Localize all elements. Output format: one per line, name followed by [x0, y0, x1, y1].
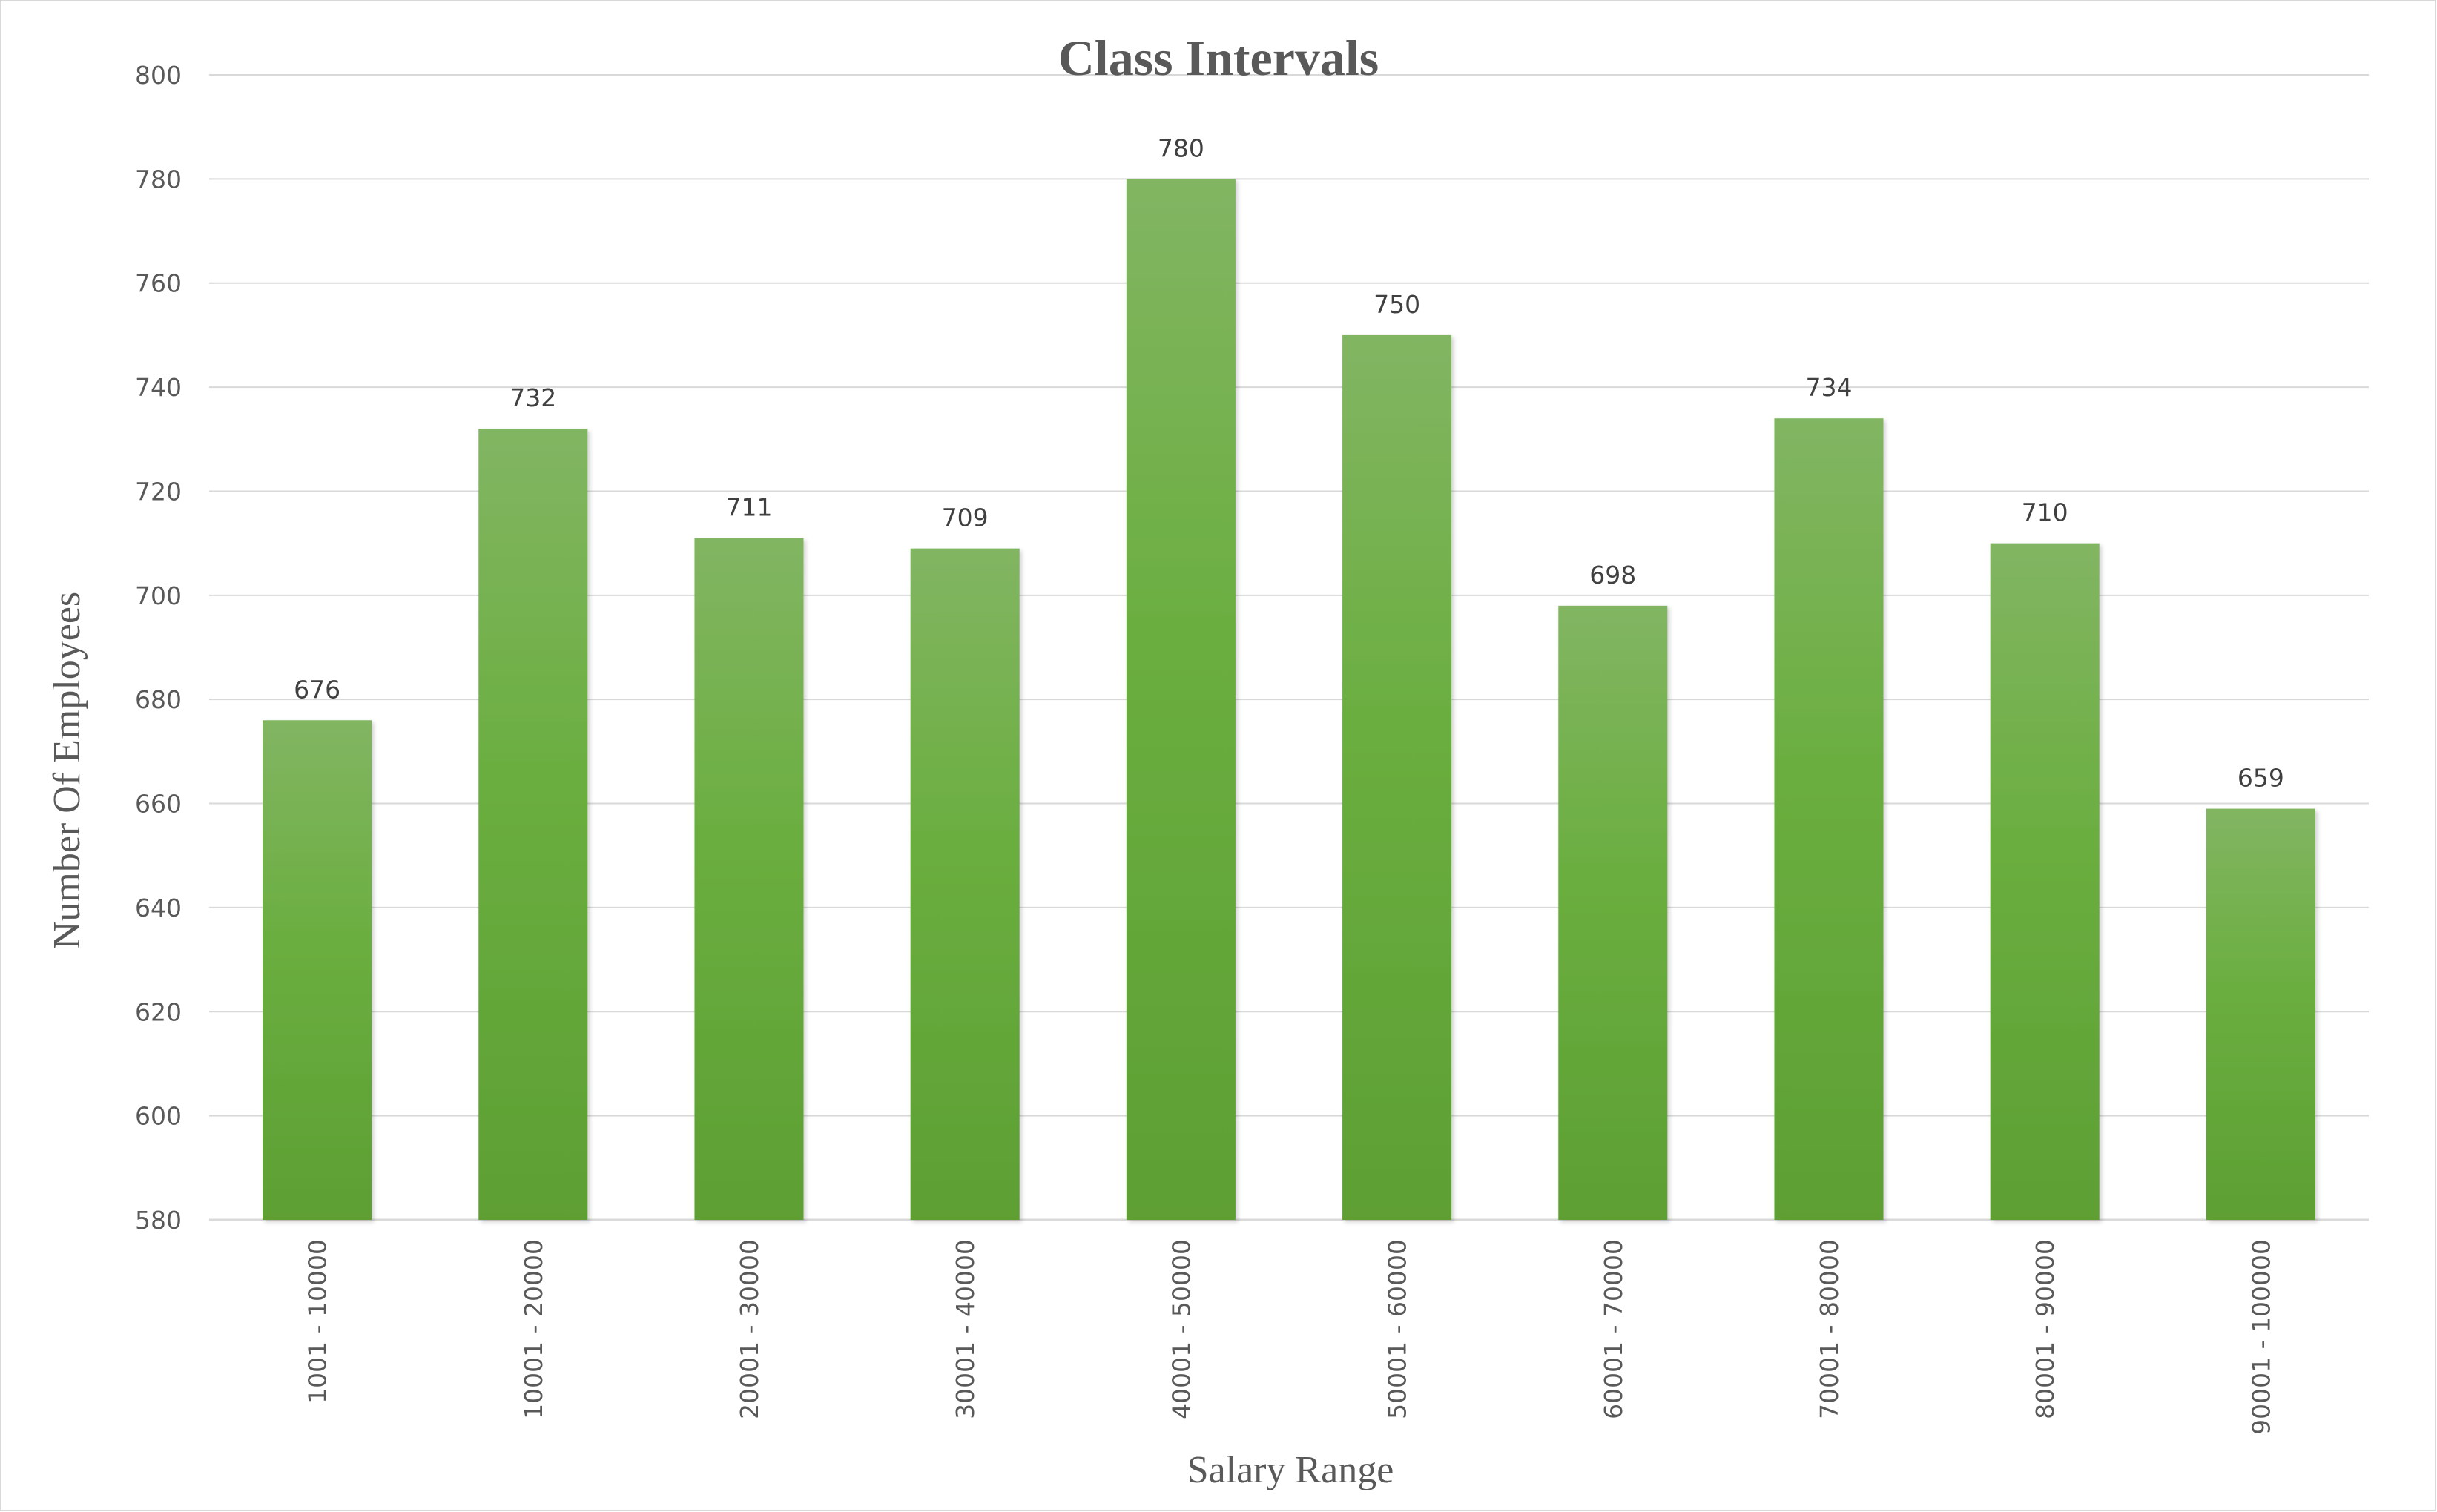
y-tick-label: 700 [135, 581, 182, 610]
x-tick-label: 20001 - 30000 [735, 1239, 764, 1419]
bar [694, 538, 804, 1220]
bar [1774, 418, 1884, 1221]
data-label: 750 [1374, 290, 1420, 319]
x-tick-label: 80001 - 90000 [2031, 1239, 2060, 1419]
bar [1990, 543, 2100, 1220]
x-tick-label: 50001 - 60000 [1383, 1239, 1412, 1419]
y-tick-label: 760 [135, 269, 182, 298]
y-tick-label: 600 [135, 1102, 182, 1131]
bar [2206, 808, 2315, 1220]
x-tick-label: 30001 - 40000 [951, 1239, 980, 1419]
data-label: 732 [510, 383, 556, 412]
y-tick-label: 620 [135, 997, 182, 1026]
x-axis-ticks: 1001 - 10000 10001 - 20000 20001 - 30000 30… [303, 1239, 2276, 1435]
y-axis-ticks: 580 600 620 640 660 680 700 720 740 760 780 800 [135, 61, 182, 1235]
bar [1126, 179, 1236, 1220]
data-label: 698 [1589, 561, 1636, 590]
data-labels: 676 732 711 709 780 750 698 734 710 659 [294, 133, 2284, 792]
data-label: 659 [2238, 764, 2284, 793]
y-tick-label: 740 [135, 373, 182, 402]
x-tick-label: 1001 - 10000 [303, 1239, 332, 1404]
x-tick-label: 70001 - 80000 [1815, 1239, 1844, 1419]
data-label: 710 [2022, 498, 2068, 527]
y-tick-label: 660 [135, 790, 182, 819]
y-tick-label: 680 [135, 685, 182, 714]
bar [1342, 334, 1452, 1221]
bars [263, 179, 2315, 1221]
chart-title: Class Intervals [1058, 30, 1379, 86]
bar [263, 720, 372, 1220]
data-label: 709 [942, 504, 989, 532]
y-tick-label: 580 [135, 1206, 182, 1235]
x-axis-title: Salary Range [1187, 1449, 1394, 1491]
x-tick-label: 60001 - 70000 [1599, 1239, 1628, 1419]
y-tick-label: 800 [135, 61, 182, 90]
bar [910, 548, 1020, 1220]
y-tick-label: 720 [135, 477, 182, 506]
bar [478, 429, 588, 1221]
data-label: 780 [1158, 133, 1204, 162]
data-label: 711 [726, 493, 773, 522]
x-tick-label: 10001 - 20000 [519, 1239, 548, 1419]
y-tick-label: 640 [135, 894, 182, 922]
y-tick-label: 780 [135, 165, 182, 194]
bar [1558, 605, 1668, 1220]
data-label: 676 [294, 675, 340, 704]
y-axis-title: Number Of Employees [46, 592, 88, 949]
x-tick-label: 40001 - 50000 [1167, 1239, 1196, 1419]
x-tick-label: 90001 - 100000 [2246, 1239, 2275, 1435]
data-label: 734 [1806, 373, 1853, 402]
